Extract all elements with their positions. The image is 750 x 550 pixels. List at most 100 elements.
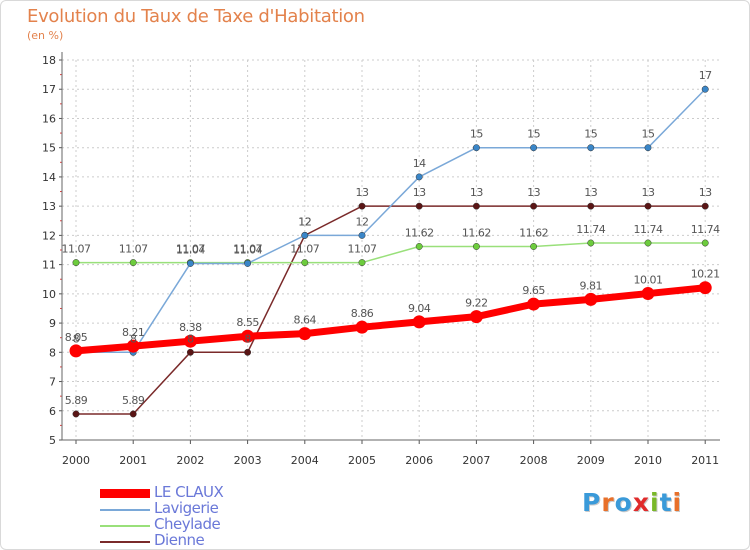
data-point	[472, 202, 480, 210]
logo-letter: o	[614, 488, 633, 517]
data-label: 13	[470, 186, 483, 199]
data-point	[644, 144, 652, 152]
data-label: 8	[73, 332, 80, 345]
data-point	[69, 344, 83, 358]
data-label: 12	[356, 215, 369, 228]
data-point	[530, 202, 538, 210]
legend-swatch-dienne	[100, 541, 150, 543]
data-label: 11.04	[233, 243, 262, 256]
data-label: 9.65	[522, 284, 545, 297]
logo-letter: i	[672, 488, 683, 517]
data-point	[358, 231, 366, 239]
data-label: 8.86	[351, 307, 374, 320]
data-point	[298, 327, 312, 341]
chart-title: Evolution du Taux de Taxe d'Habitation	[27, 6, 365, 27]
legend-swatch-cheylade	[100, 525, 150, 527]
data-label: 8.05	[65, 331, 88, 344]
data-label: 8.21	[122, 326, 145, 339]
data-point	[527, 297, 541, 311]
data-point	[698, 281, 712, 295]
data-point	[644, 202, 652, 210]
data-label: 13	[642, 186, 655, 199]
series-line-cheylade	[76, 242, 706, 264]
x-tick-label: 2007	[462, 454, 490, 467]
series-line-lavigerie	[76, 88, 706, 354]
data-point	[355, 320, 369, 334]
data-point	[472, 144, 480, 152]
legend-label-le-claux: LE CLAUX	[154, 483, 224, 501]
data-point	[301, 231, 309, 239]
x-tick-label: 2006	[405, 454, 433, 467]
logo-letter: t	[659, 488, 673, 517]
data-point	[129, 410, 137, 418]
y-tick-label: 12	[42, 229, 56, 242]
data-label: 13	[584, 186, 597, 199]
data-point	[415, 173, 423, 181]
data-point	[186, 259, 194, 267]
data-point	[584, 292, 598, 306]
data-label: 8.64	[294, 314, 317, 327]
data-label: 13	[527, 186, 540, 199]
data-point	[186, 348, 194, 356]
data-point	[301, 259, 309, 267]
data-point	[701, 85, 709, 93]
data-label: 8.55	[236, 316, 259, 329]
y-tick-label: 9	[49, 317, 56, 330]
data-point	[244, 348, 252, 356]
legend-label-cheylade: Cheylade	[154, 515, 221, 533]
data-label: 13	[356, 186, 369, 199]
data-label: 15	[527, 128, 540, 141]
y-tick-label: 8	[49, 346, 56, 359]
data-label: 10.01	[634, 274, 663, 287]
x-tick-label: 2002	[176, 454, 204, 467]
data-point	[358, 259, 366, 267]
logo-letter: r	[601, 488, 615, 517]
y-tick-label: 13	[42, 200, 56, 213]
data-label: 8.38	[179, 321, 202, 334]
data-label: 8	[187, 332, 194, 345]
data-label: 11.62	[462, 226, 491, 239]
x-tick-label: 2000	[62, 454, 90, 467]
data-point	[644, 239, 652, 247]
data-point	[72, 410, 80, 418]
data-point	[358, 202, 366, 210]
data-label: 11.07	[62, 243, 91, 256]
y-tick-label: 10	[42, 288, 56, 301]
logo-letter: x	[632, 488, 650, 517]
data-label: 15	[584, 128, 597, 141]
data-point	[472, 243, 480, 250]
data-point	[469, 310, 483, 324]
x-tick-label: 2011	[691, 454, 719, 467]
x-tick-label: 2008	[520, 454, 548, 467]
y-tick-label: 15	[42, 142, 56, 155]
data-point	[126, 339, 140, 353]
x-tick-label: 2001	[119, 454, 147, 467]
legend-label-lavigerie: Lavigerie	[154, 499, 219, 517]
y-tick-label: 7	[49, 376, 56, 389]
logo-letter: i	[650, 488, 660, 517]
y-tick-label: 6	[49, 405, 56, 418]
data-label: 11.07	[119, 243, 148, 256]
logo-letter: P	[582, 488, 602, 517]
x-tick-label: 2010	[634, 454, 662, 467]
data-point	[412, 315, 426, 329]
legend-label-dienne: Dienne	[154, 531, 205, 549]
data-label: 11.74	[634, 223, 663, 236]
data-label: 8	[244, 332, 251, 345]
data-point	[183, 334, 197, 348]
data-label: 13	[413, 186, 426, 199]
data-point	[701, 202, 709, 210]
legend-swatch-le-claux	[100, 489, 150, 498]
data-label: 12	[298, 215, 311, 228]
x-tick-label: 2009	[577, 454, 605, 467]
data-label: 15	[642, 128, 655, 141]
y-tick-label: 17	[42, 83, 56, 96]
data-label: 5.89	[65, 394, 88, 407]
data-point	[587, 202, 595, 210]
data-label: 11.74	[576, 223, 605, 236]
data-label: 11.07	[176, 243, 205, 256]
data-point	[241, 329, 255, 343]
data-point	[587, 144, 595, 152]
y-tick-label: 14	[42, 171, 56, 184]
data-point	[701, 239, 709, 247]
